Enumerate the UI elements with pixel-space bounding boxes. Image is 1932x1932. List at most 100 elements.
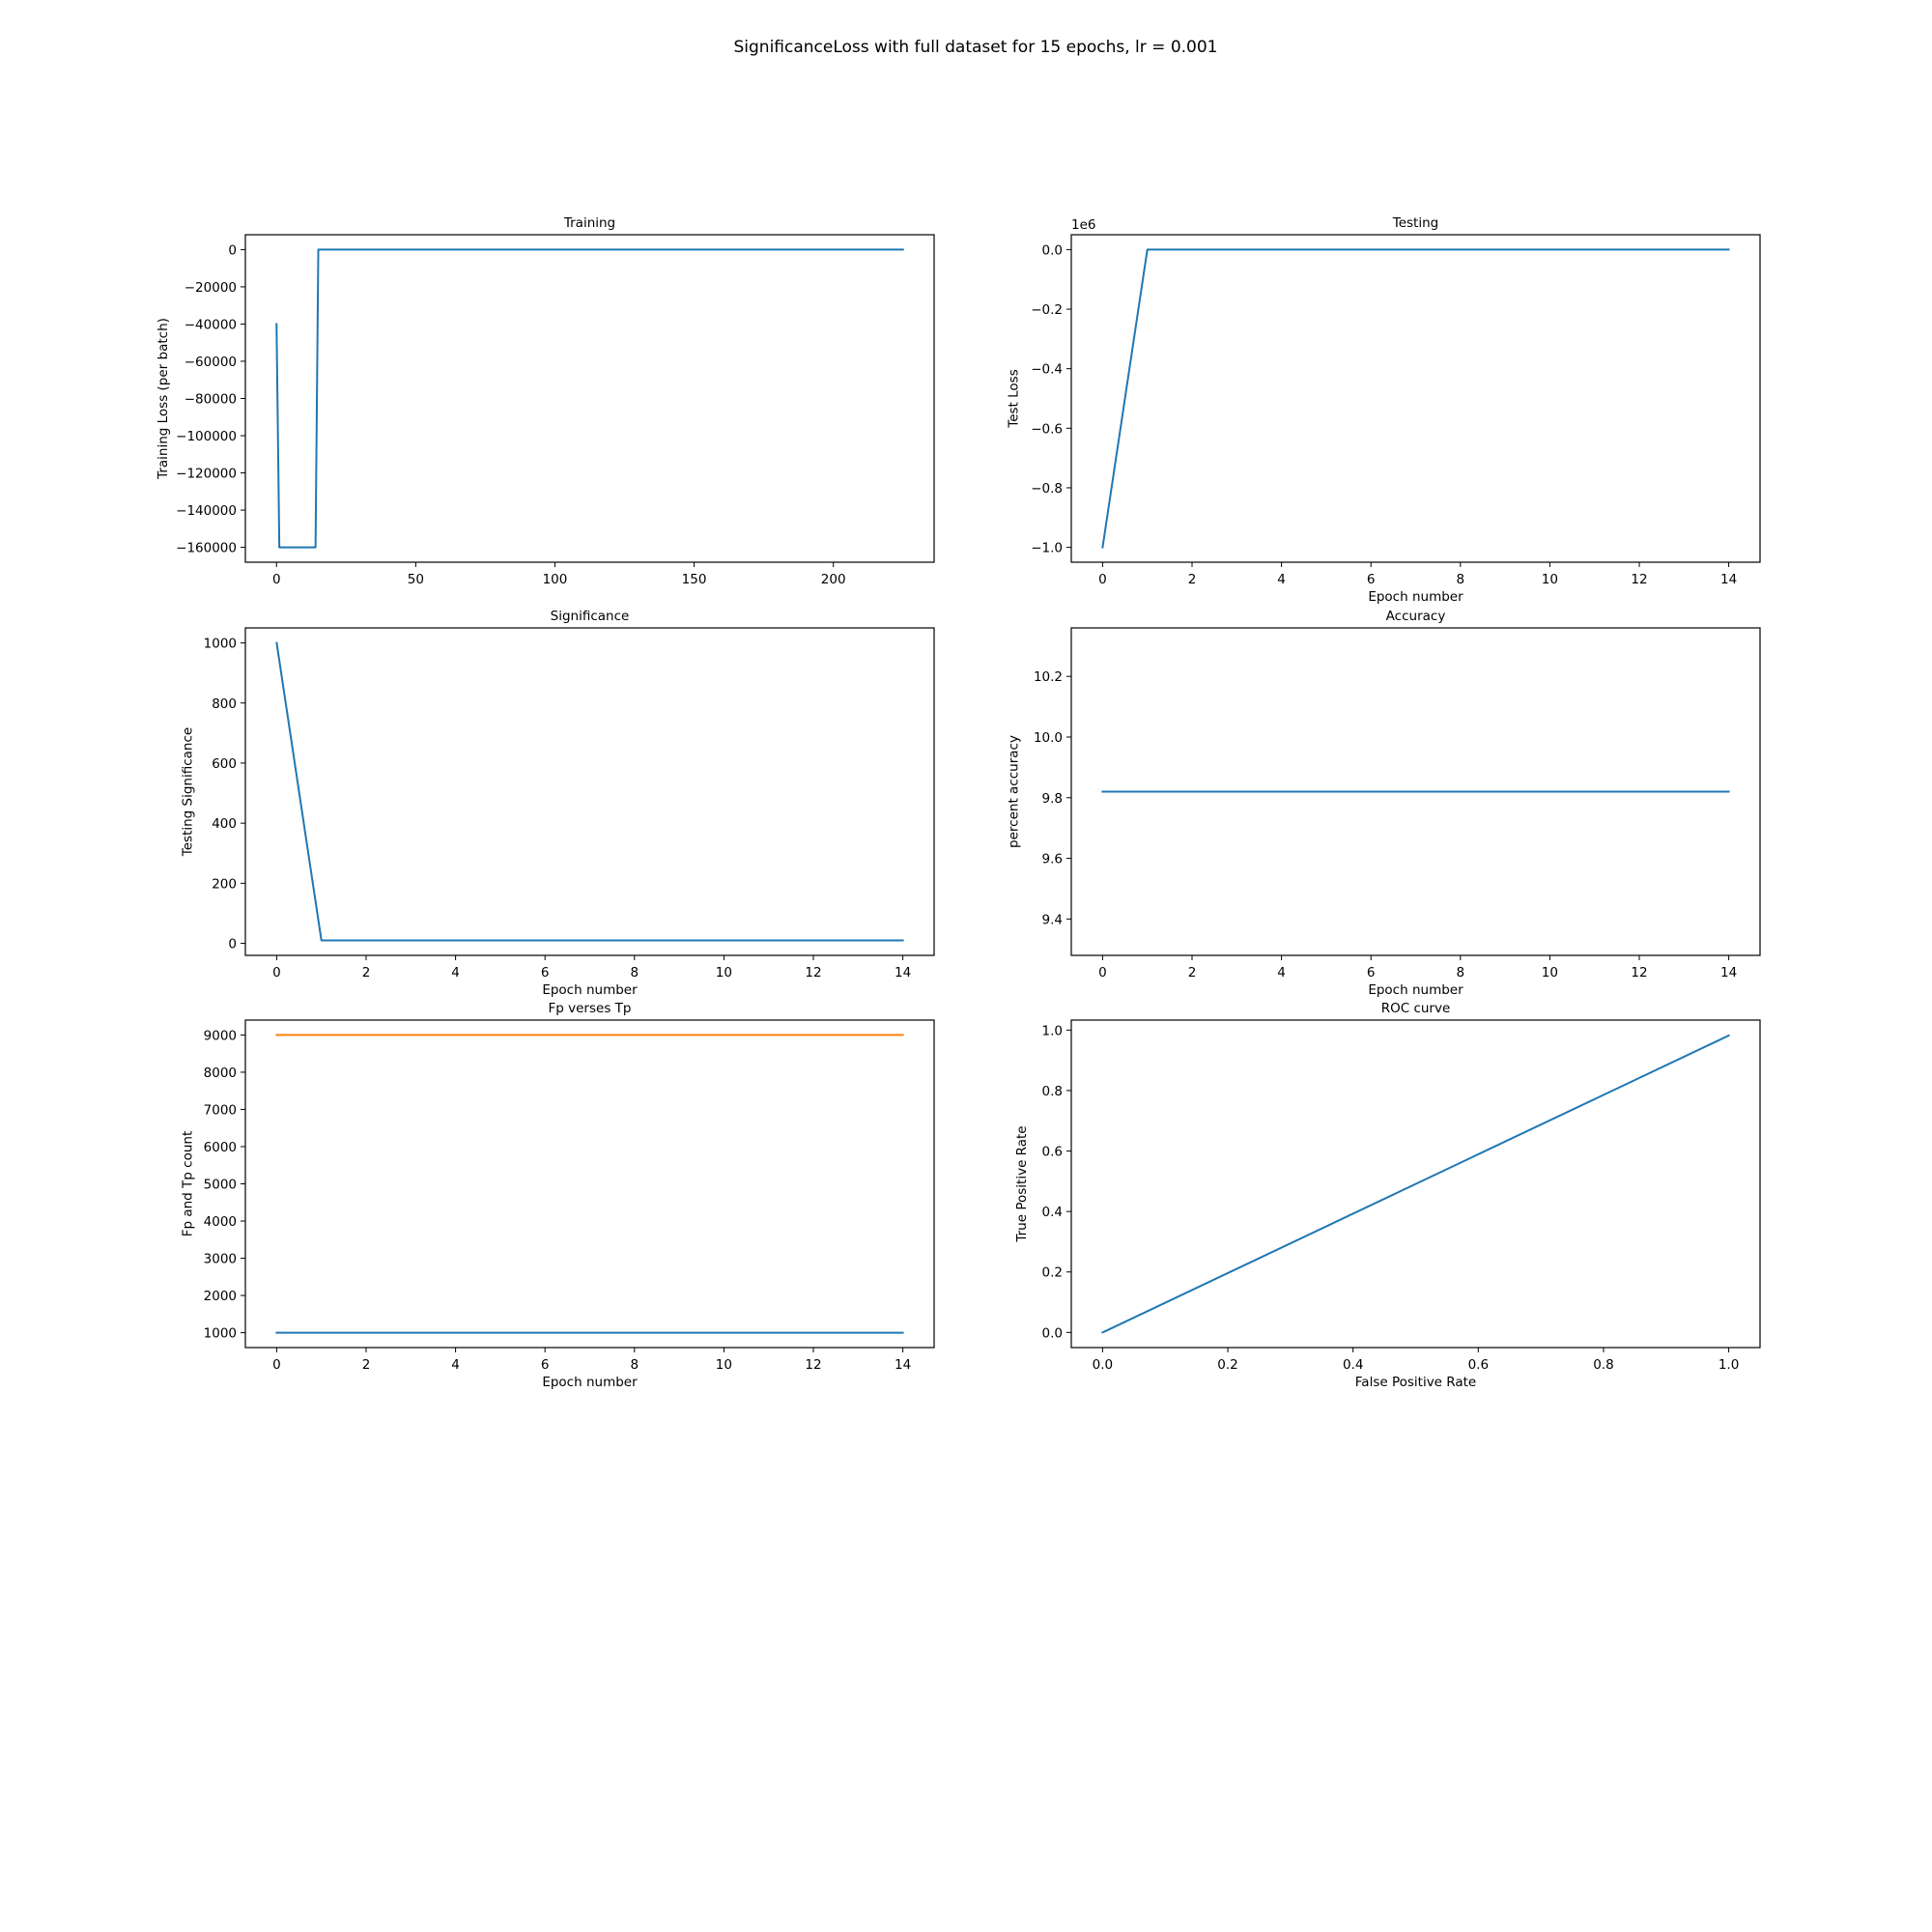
roc-y-axis-label: True Positive Rate [1014,1125,1030,1242]
roc-y-tick-label: 0.2 [1042,1265,1063,1281]
training-y-tick-label: −120000 [176,467,237,482]
significance-y-tick-label: 600 [212,756,237,772]
roc-x-axis-label: False Positive Rate [1355,1375,1476,1390]
panel-fp_tp: 0 2 4 6 8 10 12 14 1000 2000 3000 4000 5000 6000 7000 8… [181,1001,935,1390]
accuracy-y-axis-label: percent accuracy [1007,735,1022,848]
roc-axes-frame [1070,1019,1761,1349]
accuracy-x-axis-label: Epoch number [1368,982,1463,998]
panel-roc: 0.0 0.2 0.4 0.6 0.8 1.0 0.0 0.2 0.4 0.6 0.8 1.0 ROC … [1014,1001,1761,1390]
fp_tp-y-axis-label: Fp and Tp count [181,1131,196,1237]
testing-y-tick-label: 0.0 [1042,242,1063,258]
training-y-tick-label: −140000 [176,503,237,519]
fp_tp-title: Fp verses Tp [549,1001,632,1016]
significance-x-tick-label: 14 [895,965,911,980]
roc-y-tick-label: 1.0 [1042,1023,1063,1038]
roc-title: ROC curve [1381,1001,1451,1016]
fp_tp-y-tick-label: 9000 [204,1028,237,1043]
testing-title: Testing [1392,215,1438,231]
roc-x-tick-label: 0.2 [1217,1357,1237,1373]
fp_tp-y-tick-label: 8000 [204,1065,237,1081]
testing-x-axis-label: Epoch number [1368,589,1463,605]
testing-offset-text: 1e6 [1071,217,1095,233]
roc-x-tick-label: 0.4 [1343,1357,1363,1373]
testing-x-tick-label: 14 [1720,572,1737,587]
significance-y-tick-label: 1000 [204,637,237,652]
fp_tp-y-tick-label: 4000 [204,1214,237,1230]
fp_tp-x-tick-label: 4 [451,1357,460,1373]
significance-x-tick-label: 10 [716,965,732,980]
testing-y-tick-label: −0.6 [1031,421,1063,437]
roc-y-tick-label: 0.6 [1042,1145,1063,1160]
training-axes-frame [244,234,935,563]
testing-series-line-0 [1101,248,1730,549]
significance-title: Significance [551,609,630,624]
training-title: Training [563,215,615,231]
fp_tp-y-tick-label: 6000 [204,1140,237,1155]
significance-y-tick-label: 200 [212,876,237,892]
panel-significance: 0 2 4 6 8 10 12 14 0 200 400 600 800 1000 Significance… [181,609,935,998]
testing-y-tick-label: −1.0 [1031,541,1063,556]
significance-x-tick-label: 2 [362,965,371,980]
accuracy-x-tick-label: 4 [1277,965,1286,980]
fp_tp-axes-frame [244,1019,935,1349]
accuracy-x-tick-label: 6 [1367,965,1376,980]
accuracy-x-tick-label: 0 [1098,965,1107,980]
significance-series-line-0 [275,641,904,942]
training-y-tick-label: −160000 [176,541,237,556]
fp_tp-x-tick-label: 2 [362,1357,371,1373]
fp_tp-y-tick-label: 1000 [204,1326,237,1342]
panel-testing: 0 2 4 6 8 10 12 14 0.0 −0.2 −0.4 −0.6 −0.8 −1.0 Testin… [1007,215,1761,605]
fp_tp-x-tick-label: 0 [272,1357,281,1373]
roc-x-tick-label: 0.6 [1468,1357,1489,1373]
accuracy-x-tick-label: 10 [1542,965,1558,980]
fp_tp-y-tick-label: 7000 [204,1102,237,1118]
accuracy-x-tick-label: 2 [1188,965,1197,980]
testing-y-axis-label: Test Loss [1007,369,1022,429]
training-series-line-0 [275,248,904,549]
roc-y-tick-label: 0.0 [1042,1325,1063,1341]
training-x-tick-label: 0 [272,572,281,587]
roc-series-line-0 [1101,1034,1730,1334]
training-y-tick-label: −20000 [185,280,237,296]
fp_tp-y-tick-label: 3000 [204,1252,237,1267]
fp_tp-x-tick-label: 8 [631,1357,639,1373]
fp_tp-x-tick-label: 14 [895,1357,911,1373]
significance-y-tick-label: 800 [212,696,237,712]
roc-x-tick-label: 1.0 [1719,1357,1739,1373]
training-x-tick-label: 50 [408,572,424,587]
training-y-tick-label: −100000 [176,429,237,444]
fp_tp-x-tick-label: 6 [541,1357,550,1373]
testing-y-tick-label: −0.4 [1031,362,1063,378]
figure-title: SignificanceLoss with full dataset for 1… [734,38,1218,57]
significance-x-tick-label: 4 [451,965,460,980]
accuracy-y-tick-label: 9.6 [1042,852,1063,867]
testing-x-tick-label: 4 [1277,572,1286,587]
fp_tp-y-tick-label: 5000 [204,1178,237,1193]
training-y-tick-label: −80000 [185,392,237,408]
panel-training: 0 50 100 150 200 0 −20000 −40000 −60000 −80000 −10… [156,215,935,587]
training-x-tick-label: 150 [682,572,707,587]
significance-x-tick-label: 6 [541,965,550,980]
fp_tp-x-tick-label: 10 [716,1357,732,1373]
significance-x-tick-label: 8 [631,965,639,980]
significance-x-axis-label: Epoch number [542,982,638,998]
accuracy-x-tick-label: 14 [1720,965,1737,980]
significance-y-axis-label: Testing Significance [181,727,196,857]
testing-x-tick-label: 8 [1457,572,1465,587]
testing-x-tick-label: 2 [1188,572,1197,587]
accuracy-y-tick-label: 9.4 [1042,912,1063,927]
training-y-tick-label: −40000 [185,317,237,332]
roc-y-tick-label: 0.8 [1042,1084,1063,1099]
training-y-tick-label: −60000 [185,355,237,370]
testing-axes-frame [1070,234,1761,563]
significance-x-tick-label: 0 [272,965,281,980]
testing-y-tick-label: −0.2 [1031,302,1063,318]
panel-accuracy: 0 2 4 6 8 10 12 14 9.4 9.6 9.8 10.0 10.2 Accuracy Epoc… [1007,609,1761,998]
training-x-tick-label: 100 [543,572,568,587]
accuracy-axes-frame [1070,627,1761,956]
roc-x-tick-label: 0.8 [1593,1357,1613,1373]
significance-axes-frame [244,627,935,956]
accuracy-x-tick-label: 12 [1631,965,1647,980]
accuracy-y-tick-label: 10.2 [1034,669,1063,685]
